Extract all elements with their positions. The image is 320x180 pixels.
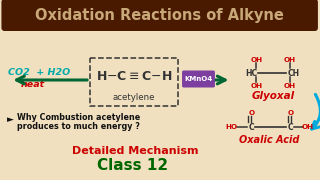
Text: Why Combustion acetylene: Why Combustion acetylene [17, 113, 140, 122]
Text: HC: HC [245, 69, 257, 78]
Text: H$-$C$\equiv$C$-$H: H$-$C$\equiv$C$-$H [96, 69, 172, 82]
FancyBboxPatch shape [1, 0, 318, 31]
Text: CH: CH [288, 69, 300, 78]
Text: CO2  + H2O: CO2 + H2O [8, 68, 71, 76]
Text: Oxalic Acid: Oxalic Acid [239, 135, 299, 145]
Text: C: C [287, 123, 293, 132]
Text: C: C [248, 123, 254, 132]
Text: OH: OH [250, 83, 262, 89]
Text: Glyoxal: Glyoxal [252, 91, 295, 101]
Text: KMnO4: KMnO4 [184, 76, 212, 82]
Text: ►: ► [7, 115, 14, 124]
Text: heat: heat [20, 80, 44, 89]
Text: produces to much energy ?: produces to much energy ? [17, 122, 140, 131]
Text: OH: OH [250, 57, 262, 63]
Text: Oxidation Reactions of Alkyne: Oxidation Reactions of Alkyne [35, 8, 284, 22]
Text: O: O [288, 110, 294, 116]
Text: acetylene: acetylene [113, 93, 155, 102]
Text: Class 12: Class 12 [97, 158, 168, 172]
Text: HO: HO [225, 124, 237, 130]
Text: OH: OH [302, 124, 314, 130]
FancyBboxPatch shape [182, 71, 215, 87]
Text: OH: OH [284, 57, 296, 63]
Text: O: O [248, 110, 254, 116]
Text: Detailed Mechanism: Detailed Mechanism [72, 146, 198, 156]
Text: OH: OH [284, 83, 296, 89]
